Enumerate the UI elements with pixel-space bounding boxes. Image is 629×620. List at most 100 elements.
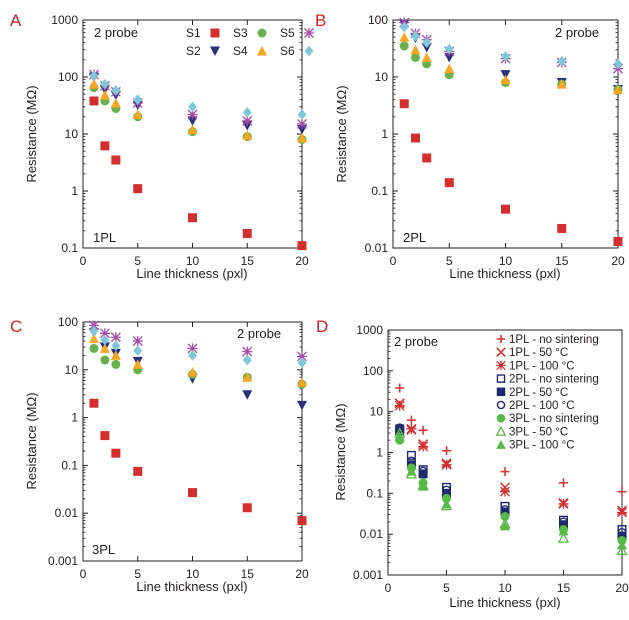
data-point <box>88 333 99 344</box>
data-point <box>242 372 253 382</box>
marker-shape <box>100 355 110 365</box>
marker-shape <box>418 481 429 491</box>
data-point <box>89 96 99 106</box>
y-tick-label: 100 <box>58 70 78 84</box>
data-point <box>418 466 428 476</box>
data-point <box>133 345 143 357</box>
legend-marker <box>496 347 506 357</box>
series-s3 <box>89 83 307 145</box>
marker-shape <box>399 41 409 51</box>
legend-marker <box>304 45 314 57</box>
data-point <box>406 423 417 434</box>
data-point <box>399 32 410 42</box>
marker-shape <box>242 115 253 126</box>
data-point <box>242 228 252 238</box>
data-point <box>500 74 511 85</box>
data-point <box>187 116 198 126</box>
marker-shape <box>132 109 143 119</box>
y-axis-label: Resistance (MΩ) <box>24 85 39 182</box>
x-tick-label: 5 <box>134 567 141 581</box>
legend-label: 1PL - 100 °C <box>509 360 575 372</box>
y-tick-label: 100 <box>58 315 78 329</box>
data-point <box>88 320 99 331</box>
data-point <box>406 450 416 460</box>
data-point <box>558 525 569 536</box>
marker-shape <box>297 377 307 387</box>
probe-annotation: 2 probe <box>94 25 138 40</box>
legend-item: 1PL - 50 °C <box>496 347 568 359</box>
marker-shape <box>297 516 307 526</box>
marker-shape <box>444 178 454 188</box>
data-point <box>100 431 110 441</box>
data-point <box>133 184 143 194</box>
legend-marker <box>496 360 506 371</box>
data-point <box>297 400 307 411</box>
marker-shape <box>100 431 110 441</box>
data-point <box>187 343 198 354</box>
data-point <box>558 498 569 509</box>
marker-shape <box>111 340 121 351</box>
data-point <box>297 133 307 143</box>
marker-shape <box>559 520 568 530</box>
x-axis: 0 5 10 15 20 <box>390 20 625 268</box>
marker-shape <box>496 400 506 410</box>
marker-shape <box>418 425 428 435</box>
marker-shape <box>442 446 451 456</box>
series-s5 <box>88 320 307 362</box>
marker-shape <box>496 387 506 397</box>
legend-marker <box>496 400 506 410</box>
marker-shape <box>100 334 110 346</box>
data-point <box>89 398 99 408</box>
marker-shape <box>422 153 432 163</box>
layer-tag: 3PL <box>92 542 115 557</box>
data-point <box>418 469 428 479</box>
marker-shape <box>496 360 506 371</box>
marker-shape <box>496 347 506 357</box>
data-point <box>500 467 510 477</box>
legend-marker <box>496 439 506 449</box>
legend-marker <box>304 28 314 38</box>
panel-c: C 0.001 0.01 0.1 1 10 100 0 5 10 15 20 Line thicknes… <box>10 315 309 594</box>
probe-annotation: 2 probe <box>237 326 281 341</box>
data-point <box>442 485 452 495</box>
data-point <box>501 204 510 214</box>
data-point <box>557 532 570 543</box>
data-point <box>242 107 252 118</box>
data-point <box>132 336 143 347</box>
series-s6 <box>399 21 623 70</box>
series-s6 <box>89 325 307 369</box>
y-tick-label: 10 <box>375 70 389 84</box>
marker-shape <box>500 74 511 85</box>
marker-shape <box>188 350 197 361</box>
marker-shape <box>242 130 253 140</box>
marker-shape <box>617 539 627 550</box>
legend-label: S2 <box>186 44 201 58</box>
marker-shape <box>111 155 121 165</box>
marker-shape <box>444 63 455 74</box>
marker-shape <box>406 423 417 434</box>
data-point <box>99 343 110 353</box>
x-tick-label: 15 <box>241 254 255 268</box>
marker-shape <box>297 109 307 120</box>
data-point <box>89 325 99 337</box>
marker-shape <box>399 21 409 33</box>
marker-shape <box>297 357 307 369</box>
y-tick-label: 1 <box>71 184 78 198</box>
marker-shape <box>617 487 627 497</box>
y-tick-label: 1 <box>376 446 383 460</box>
data-point <box>557 223 567 233</box>
marker-shape <box>242 390 253 400</box>
data-point <box>441 459 452 470</box>
data-point <box>132 109 143 119</box>
data-point <box>297 357 307 369</box>
marker-shape <box>442 485 452 495</box>
data-point <box>406 466 417 476</box>
marker-shape <box>558 498 569 509</box>
marker-shape <box>501 204 510 214</box>
y-tick-label: 100 <box>368 13 388 27</box>
layer-tag: 2PL <box>403 230 426 245</box>
panel-a: A 0.1 1 10 100 1000 0 5 10 15 20 Line thickness (px… <box>10 11 314 281</box>
data-point <box>133 466 143 476</box>
marker-shape <box>613 84 623 95</box>
